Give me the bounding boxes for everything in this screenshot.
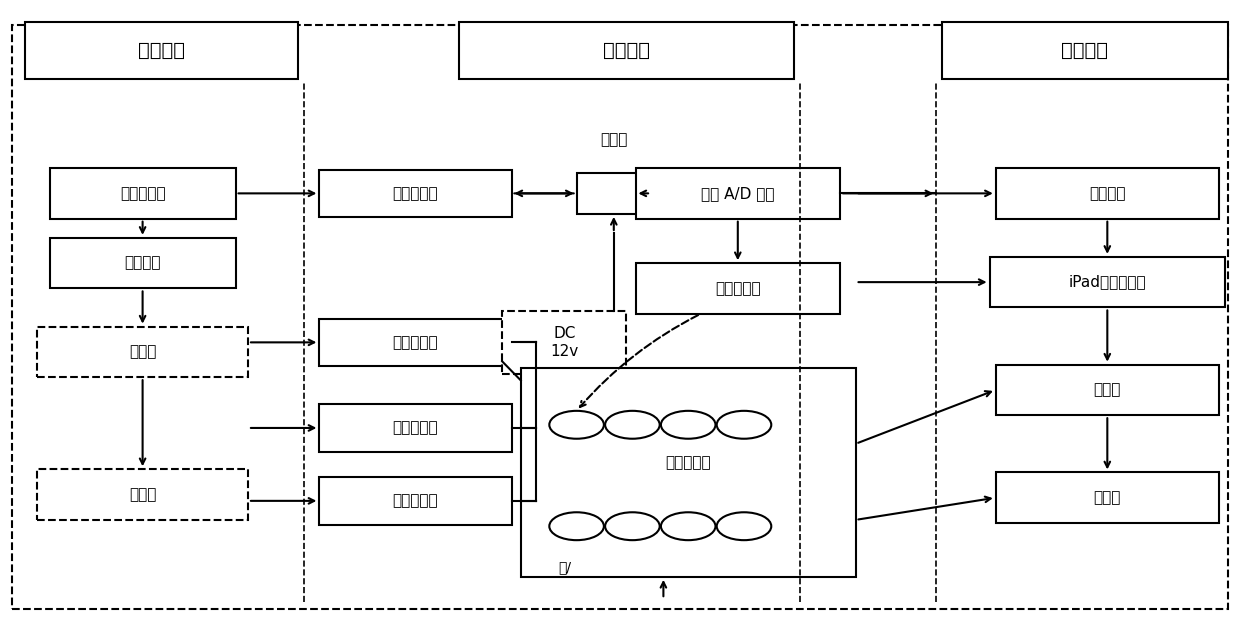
FancyBboxPatch shape <box>50 238 236 288</box>
Text: iPad等其他终端: iPad等其他终端 <box>1069 275 1146 290</box>
FancyBboxPatch shape <box>635 263 841 314</box>
Text: 数据采集: 数据采集 <box>603 41 650 60</box>
Text: 开/: 开/ <box>558 560 570 574</box>
FancyBboxPatch shape <box>996 472 1219 523</box>
FancyBboxPatch shape <box>320 477 511 525</box>
FancyBboxPatch shape <box>502 311 626 374</box>
Text: 测速传感器: 测速传感器 <box>393 420 438 436</box>
Circle shape <box>661 512 715 540</box>
Text: 数据集成盒: 数据集成盒 <box>666 455 711 470</box>
Circle shape <box>549 512 604 540</box>
FancyBboxPatch shape <box>320 318 511 366</box>
Text: 撞击杆: 撞击杆 <box>129 344 156 359</box>
Text: DC
12v: DC 12v <box>551 326 578 359</box>
FancyBboxPatch shape <box>25 22 298 79</box>
Circle shape <box>661 411 715 439</box>
Text: 远程设备: 远程设备 <box>1089 186 1126 201</box>
Text: 计算机: 计算机 <box>1094 382 1121 398</box>
Circle shape <box>605 512 660 540</box>
FancyBboxPatch shape <box>37 469 248 520</box>
FancyBboxPatch shape <box>320 404 511 451</box>
Text: 动态应变仪: 动态应变仪 <box>715 281 760 296</box>
FancyBboxPatch shape <box>990 257 1225 307</box>
Text: 试样舱: 试样舱 <box>129 487 156 502</box>
Text: 数据分析: 数据分析 <box>1061 41 1109 60</box>
FancyBboxPatch shape <box>12 25 1228 609</box>
FancyBboxPatch shape <box>320 170 511 217</box>
Text: 脚冲发射器: 脚冲发射器 <box>120 186 165 201</box>
Text: 音频传感器: 音频传感器 <box>393 493 438 508</box>
FancyBboxPatch shape <box>50 168 236 219</box>
Text: 冲击系统: 冲击系统 <box>138 41 185 60</box>
Text: 数据 A/D 转换: 数据 A/D 转换 <box>701 186 775 201</box>
Text: 测速传感器: 测速传感器 <box>393 335 438 350</box>
Circle shape <box>605 411 660 439</box>
FancyBboxPatch shape <box>996 365 1219 415</box>
Text: 压力传感器: 压力传感器 <box>393 186 438 201</box>
Text: 打印机: 打印机 <box>1094 490 1121 505</box>
Circle shape <box>717 512 771 540</box>
Circle shape <box>549 411 604 439</box>
Circle shape <box>717 411 771 439</box>
FancyBboxPatch shape <box>942 22 1228 79</box>
FancyBboxPatch shape <box>37 327 248 377</box>
Text: 冲击弹头: 冲击弹头 <box>124 256 161 271</box>
FancyBboxPatch shape <box>635 168 841 219</box>
FancyBboxPatch shape <box>577 172 651 214</box>
Text: 放大器: 放大器 <box>600 132 627 147</box>
FancyBboxPatch shape <box>996 168 1219 219</box>
FancyBboxPatch shape <box>521 368 856 577</box>
FancyBboxPatch shape <box>459 22 794 79</box>
